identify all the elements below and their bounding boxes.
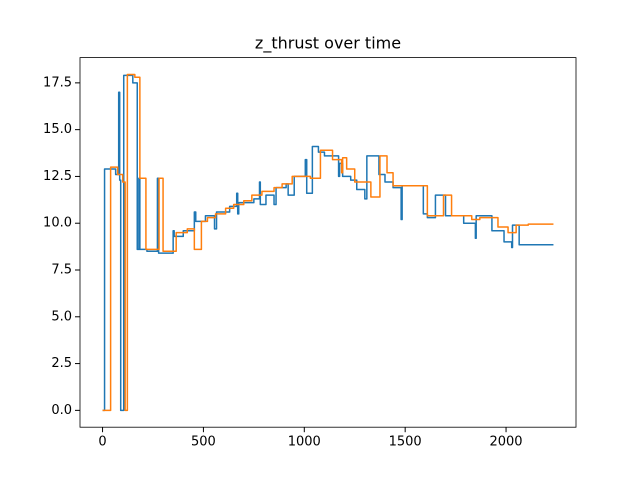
y-tick-label: 5.0: [51, 309, 72, 324]
y-tick-label: 12.5: [43, 169, 72, 184]
y-tick-label: 2.5: [51, 356, 72, 371]
y-tick-label: 10.0: [43, 216, 72, 231]
y-tick-label: 15.0: [43, 122, 72, 137]
x-tick-label: 1000: [288, 435, 321, 450]
chart-title: z_thrust over time: [255, 34, 401, 54]
y-tick-label: 17.5: [43, 75, 72, 90]
y-tick-label: 0.0: [51, 403, 72, 418]
x-tick-label: 2000: [489, 435, 522, 450]
axes-frame: [79, 57, 577, 428]
x-tick-label: 1500: [389, 435, 422, 450]
y-tick-label: 7.5: [51, 263, 72, 278]
line-series: [102, 73, 554, 412]
x-tick-label: 0: [98, 435, 106, 450]
x-tick-label: 500: [191, 435, 216, 450]
